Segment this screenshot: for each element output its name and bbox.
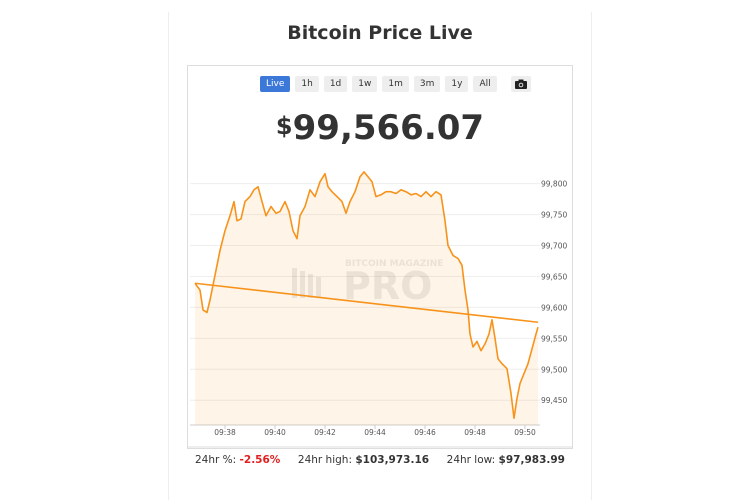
x-tick-label: 09:44 bbox=[364, 428, 386, 437]
x-tick-label: 09:48 bbox=[464, 428, 486, 437]
price: $99,566.07 bbox=[187, 108, 573, 148]
chart-box bbox=[187, 65, 573, 449]
range-button[interactable]: 1h bbox=[295, 76, 319, 92]
currency: $ bbox=[275, 112, 293, 140]
camera-icon bbox=[514, 79, 527, 89]
range-button[interactable]: 1m bbox=[382, 76, 409, 92]
stats: 24hr %: -2.56% 24hr high: $103,973.16 24hr… bbox=[195, 454, 565, 466]
watermark-top: BITCOIN MAGAZINE bbox=[345, 259, 443, 269]
stat-value: $103,973.16 bbox=[355, 454, 430, 466]
stat-label: 24hr %: bbox=[195, 454, 237, 466]
y-tick-label: 99,700 bbox=[541, 242, 567, 251]
range-button[interactable]: Live bbox=[260, 76, 291, 92]
watermark-bar bbox=[300, 271, 305, 298]
range-button[interactable]: 3m bbox=[413, 76, 441, 92]
y-tick-label: 99,450 bbox=[541, 396, 567, 405]
y-tick-label: 99,600 bbox=[541, 303, 567, 312]
watermark-bar bbox=[316, 277, 321, 298]
title: Bitcoin Price Live bbox=[287, 22, 473, 44]
watermark-bar bbox=[292, 268, 297, 298]
x-tick-label: 09:38 bbox=[214, 428, 236, 437]
x-tick-label: 09:50 bbox=[514, 428, 536, 437]
x-tick-label: 09:40 bbox=[264, 428, 286, 437]
watermark-bar bbox=[308, 274, 313, 298]
stat-label: 24hr high: bbox=[297, 454, 352, 466]
x-tick-label: 09:46 bbox=[414, 428, 436, 437]
range-button[interactable]: 1d bbox=[323, 76, 348, 92]
camera-button[interactable] bbox=[510, 76, 531, 92]
area bbox=[195, 171, 538, 425]
y-tick-label: 99,650 bbox=[541, 272, 567, 281]
stat-label: 24hr low: bbox=[446, 454, 496, 466]
card: Bitcoin Price Live bbox=[168, 12, 592, 500]
trend-line bbox=[194, 282, 539, 324]
stat: 24hr low: $97,983.99 bbox=[447, 454, 565, 466]
y-tick-label: 99,750 bbox=[541, 211, 567, 220]
range-buttons: Live 1h 1d 1w 1m 3m 1y All bbox=[260, 76, 531, 92]
x-tick-label: 09:42 bbox=[314, 428, 336, 437]
watermark-main: PRO bbox=[343, 264, 432, 308]
y-tick-label: 99,550 bbox=[541, 334, 567, 343]
range-button[interactable]: 1w bbox=[352, 76, 378, 92]
stat-value: $97,983.99 bbox=[498, 454, 565, 466]
range-button[interactable]: All bbox=[473, 76, 497, 92]
stat-value: -2.56% bbox=[239, 454, 281, 466]
y-tick-label: 99,500 bbox=[541, 365, 567, 374]
price-line bbox=[194, 171, 539, 419]
range-button[interactable]: 1y bbox=[445, 76, 469, 92]
stat: 24hr high: $103,973.16 bbox=[298, 454, 429, 466]
y-tick-label: 99,800 bbox=[541, 180, 567, 189]
amount: 99,566.07 bbox=[292, 108, 485, 148]
stat: 24hr %: -2.56% bbox=[195, 454, 280, 466]
